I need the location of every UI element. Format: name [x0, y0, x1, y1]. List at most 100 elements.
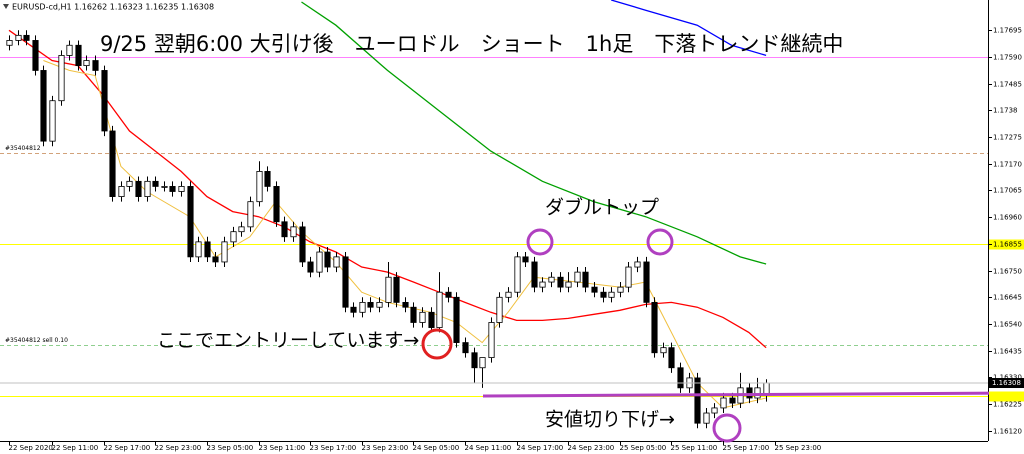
candle-body — [281, 221, 288, 238]
candle-body — [273, 186, 280, 223]
candle-body — [471, 352, 478, 369]
candle-body — [92, 60, 99, 71]
entry-circle — [421, 328, 453, 360]
x-tick-label: 23 Sep 05:00 — [207, 444, 254, 452]
candle-body — [548, 276, 555, 283]
y-tick-label: 1.17695 — [993, 27, 1022, 35]
candle-body — [514, 256, 521, 293]
candle-body — [617, 286, 624, 293]
marker-circle — [712, 413, 742, 443]
candle-body — [109, 130, 116, 197]
ma-line — [611, 0, 767, 57]
candle-body — [462, 342, 469, 354]
candle-body — [711, 407, 718, 414]
candle-body — [453, 296, 460, 343]
y-tick-label: 1.16330 — [993, 374, 1022, 382]
candle-body — [58, 55, 65, 102]
candle-body — [419, 311, 426, 323]
candle-body — [126, 180, 133, 187]
candle-body — [505, 291, 512, 298]
candle-body — [152, 180, 159, 187]
y-tick-label: 1.17485 — [993, 81, 1022, 89]
x-tick-label: 24 Sep 23:00 — [568, 444, 615, 452]
candle-body — [385, 276, 392, 303]
x-tick-label: 25 Sep 17:00 — [723, 444, 770, 452]
marker-circle — [526, 228, 554, 256]
annotation: 安値切り下げ→ — [545, 409, 675, 431]
y-tick-label: 1.16750 — [993, 268, 1022, 276]
candle-body — [83, 60, 90, 67]
candle-body — [342, 256, 349, 308]
x-tick-label: 23 Sep 23:00 — [362, 444, 409, 452]
level-label: #35404812 sell 0.10 — [5, 337, 68, 344]
chart-header: EURUSD-cd,H1 1.16262 1.16323 1.16235 1.1… — [12, 3, 214, 12]
candle-body — [247, 201, 254, 228]
annotation: ダブルトップ — [545, 196, 659, 219]
candle-body — [238, 226, 245, 233]
candle-body — [393, 276, 400, 303]
candle-body — [169, 186, 176, 192]
candle-body — [32, 40, 39, 71]
candle-body — [582, 271, 589, 288]
candle-body — [634, 261, 641, 268]
y-tick-label: 1.17170 — [993, 161, 1022, 169]
level-tag — [989, 391, 1024, 402]
candle-body — [574, 271, 581, 283]
candle-body — [677, 367, 684, 389]
candle-body — [144, 180, 151, 197]
x-tick-label: 22 Sep 11:00 — [52, 444, 99, 452]
candle-body — [367, 301, 374, 308]
x-tick-label: 25 Sep 23:00 — [775, 444, 822, 452]
y-tick-label: 1.16435 — [993, 348, 1022, 356]
candle-body — [746, 387, 753, 399]
candle-body — [539, 281, 546, 288]
candle-body — [221, 241, 228, 263]
plot-area: #35404812 #35404812 sell 0.10 — [0, 0, 988, 429]
x-tick-label: 23 Sep 11:00 — [259, 444, 306, 452]
candle-body — [333, 256, 340, 268]
candle-body — [49, 100, 56, 142]
candle-body — [660, 347, 667, 354]
candle-body — [410, 306, 417, 323]
y-tick-label: 1.17065 — [993, 187, 1022, 195]
candle-body — [729, 397, 736, 404]
candle-body — [66, 44, 73, 56]
candle-body — [324, 251, 331, 268]
candle-body — [479, 357, 486, 369]
candle-body — [496, 296, 503, 323]
candle-body — [135, 180, 142, 197]
y-tick-label: 1.16645 — [993, 294, 1022, 302]
candle-body — [668, 347, 675, 369]
y-tick-label: 1.16960 — [993, 214, 1022, 222]
x-tick-label: 22 Sep 17:00 — [104, 444, 151, 452]
y-tick-label: 1.16225 — [993, 401, 1022, 409]
y-tick-label: 1.16540 — [993, 321, 1022, 329]
menu-icon — [3, 4, 9, 9]
candle-body — [15, 34, 22, 41]
y-tick-label: 1.16120 — [993, 428, 1022, 436]
candle-body — [118, 186, 125, 197]
y-tick-label: 1.16855 — [993, 241, 1022, 249]
candle-body — [754, 387, 761, 399]
x-tick-label: 24 Sep 11:00 — [465, 444, 512, 452]
candle-body — [436, 291, 443, 328]
candle-body — [195, 241, 202, 258]
y-tick-label: 1.17590 — [993, 54, 1022, 62]
y-tick-label: 1.1738 — [993, 107, 1018, 115]
x-tick-label: 24 Sep 17:00 — [517, 444, 564, 452]
candle-body — [531, 261, 538, 288]
candle-body — [6, 40, 13, 46]
candle-body — [557, 276, 564, 288]
candle-body — [359, 301, 366, 313]
y-tick-label: 1.17275 — [993, 134, 1022, 142]
candle-body — [40, 70, 47, 142]
candle-body — [694, 377, 701, 424]
candle-body — [350, 306, 357, 313]
x-tick-label: 25 Sep 11:00 — [671, 444, 718, 452]
candle-body — [428, 311, 435, 328]
level-tag — [989, 239, 1024, 250]
candle-body — [565, 281, 572, 288]
candle-body — [299, 226, 306, 263]
candle-body — [75, 44, 82, 67]
